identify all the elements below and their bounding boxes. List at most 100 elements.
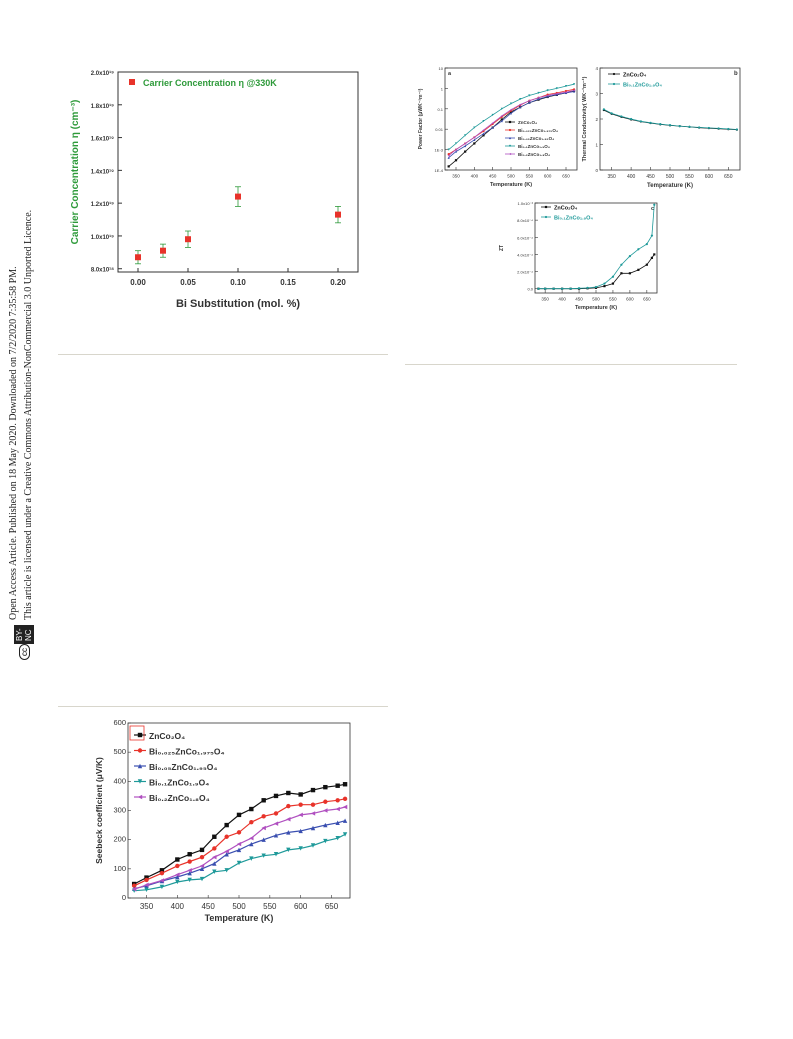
x-tick-label: 500 <box>507 174 515 179</box>
divider-left-top <box>58 354 388 355</box>
y-tick-label: 600 <box>113 718 126 727</box>
data-point <box>159 884 165 890</box>
data-point <box>482 119 485 123</box>
data-point <box>546 94 549 97</box>
data-point <box>199 847 205 853</box>
data-point <box>286 847 291 853</box>
legend-marker <box>508 120 512 124</box>
data-point <box>261 798 266 803</box>
series-line <box>448 91 575 159</box>
data-point <box>555 87 558 90</box>
x-axis-label: Temperature (K) <box>647 183 693 189</box>
data-point <box>310 811 316 816</box>
data-point <box>224 852 229 857</box>
data-point <box>187 871 192 876</box>
data-point <box>212 869 217 874</box>
data-point <box>187 868 192 873</box>
y-axis-label: Seebeck coefficient (μV/K) <box>94 757 104 864</box>
plot-frame <box>117 71 359 273</box>
carrier-concentration-figure: 8.0x10¹⁸ 1.0x10¹⁹ 1.2x10¹⁹ 1.4x10¹⁹ 1.6x10¹⁹… <box>70 70 359 310</box>
data-point <box>342 804 348 810</box>
data-point <box>224 822 229 828</box>
y-tick-label: 1.2x10¹⁹ <box>91 201 114 208</box>
data-point <box>159 868 165 873</box>
data-point <box>454 159 458 162</box>
data-point <box>637 248 640 251</box>
x-tick-label: 450 <box>646 174 655 180</box>
x-tick-label: 350 <box>452 174 460 179</box>
data-point <box>464 144 467 148</box>
data-point <box>249 806 254 812</box>
data-point <box>298 792 303 797</box>
series-line <box>538 254 655 290</box>
legend-label: Carrier Concentration η @330K <box>143 78 277 88</box>
x-tick-label: 550 <box>685 174 694 180</box>
x-tick-label: 550 <box>609 297 617 302</box>
legend-label: Bi₀.₀₅ZnCo₁.₉₅O₄ <box>518 136 554 141</box>
data-point <box>159 878 165 883</box>
data-point <box>620 272 623 275</box>
y-tick-label: 1 <box>441 86 444 91</box>
data-point <box>235 193 241 200</box>
data-point <box>144 875 149 880</box>
y-axis-label: Power Factor (μWK⁻²m⁻¹) <box>418 88 424 149</box>
legend-marker <box>612 82 616 86</box>
y-tick-label: 10 <box>439 66 444 71</box>
data-point <box>310 843 316 848</box>
x-tick-label: 550 <box>263 902 277 911</box>
data-point <box>491 113 494 117</box>
data-point <box>175 872 180 877</box>
x-tick-label: 0.20 <box>330 278 346 287</box>
data-point <box>310 825 316 831</box>
data-point <box>569 287 572 290</box>
data-point <box>323 784 328 790</box>
data-point <box>645 263 648 266</box>
data-point <box>555 92 558 95</box>
data-point <box>131 887 137 892</box>
data-point <box>342 782 348 787</box>
legend-label: Bi₀.₁ZnCo₁.₉O₄ <box>518 144 550 149</box>
data-point <box>650 234 654 237</box>
x-tick-label: 500 <box>592 297 600 302</box>
legend-marker <box>508 152 512 156</box>
y-tick-label: 1E-3 <box>435 148 444 153</box>
y-tick-label: 8.0x10⁻⁴ <box>517 218 533 223</box>
x-tick-label: 650 <box>643 297 651 302</box>
x-tick-label: 350 <box>541 297 549 302</box>
data-point <box>199 876 205 882</box>
x-tick-label: 550 <box>526 174 534 179</box>
data-point <box>519 103 522 106</box>
cc-by-nc-badge[interactable]: cc BY-NC <box>14 625 34 660</box>
plot-frame <box>599 67 741 171</box>
data-point <box>310 802 316 807</box>
legend-label: Bi₀.₀₅ZnCo₁.₉₅O₄ <box>149 762 217 772</box>
seebeck-figure: 350 400 450 500 550 600 650 0 100 200 300 400 500 600… <box>94 718 351 923</box>
data-point <box>611 275 615 278</box>
data-point <box>273 833 279 838</box>
data-point <box>473 138 476 141</box>
data-point <box>611 282 615 285</box>
data-point <box>509 112 513 115</box>
y-tick-label: 400 <box>113 776 126 785</box>
x-tick-label: 450 <box>489 174 497 179</box>
series-line <box>603 109 737 131</box>
series-line <box>133 806 346 890</box>
data-point <box>509 110 513 114</box>
data-point <box>249 856 254 861</box>
y-tick-label: 6.0x10⁻⁴ <box>517 235 533 240</box>
data-point <box>187 877 192 883</box>
data-point <box>187 859 192 864</box>
data-point <box>160 247 166 254</box>
legend-marker <box>137 748 143 753</box>
zt-figure: 350 400 450 500 550 600 650 0.0 2.0x10⁻⁴ 4.0x10⁻⁴… <box>499 201 658 311</box>
data-point <box>602 108 605 111</box>
licence-line: This article is licensed under a Creativ… <box>23 209 34 620</box>
data-point <box>286 803 291 809</box>
y-tick-label: 1.6x10¹⁹ <box>91 136 114 143</box>
data-point <box>342 832 348 837</box>
data-point <box>509 102 513 105</box>
data-point <box>586 286 589 289</box>
data-point <box>735 128 738 131</box>
data-point <box>224 849 229 854</box>
data-point <box>639 120 642 123</box>
